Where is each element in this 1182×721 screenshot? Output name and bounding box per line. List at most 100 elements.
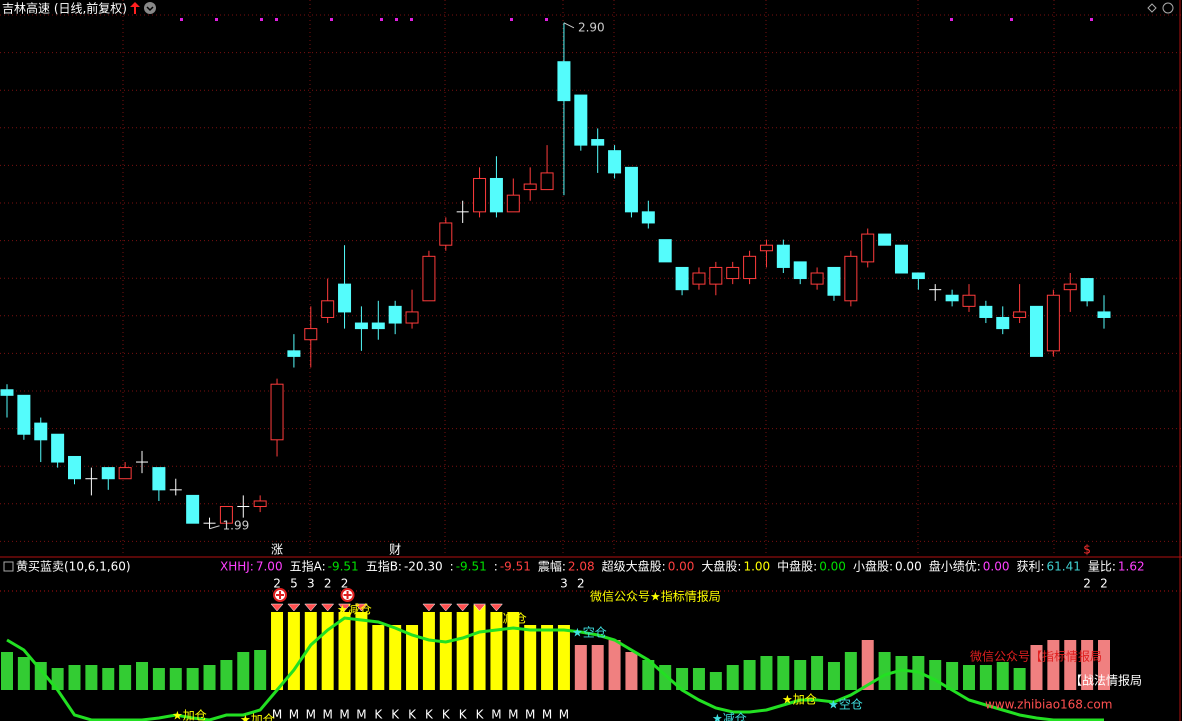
candle-body — [574, 94, 588, 146]
readout-value: 0.00 — [668, 560, 695, 574]
diamond-icon — [439, 603, 453, 612]
indicator-bar — [743, 660, 756, 690]
candle-body — [894, 244, 908, 274]
signal-dot — [380, 18, 383, 21]
indicator-bar — [389, 625, 402, 690]
indicator-bar — [136, 662, 149, 690]
indicator-bar — [1, 652, 13, 690]
diamond-icon — [287, 603, 301, 612]
readout-label: 大盘股: — [701, 559, 741, 574]
bottom-mark: K — [442, 708, 451, 721]
indicator-bar — [574, 645, 587, 690]
indicator-bar — [726, 665, 739, 690]
candle-body — [675, 266, 689, 291]
candle-body — [304, 328, 318, 341]
indicator-bar — [287, 612, 300, 690]
candle-body — [726, 266, 740, 280]
signal-dot — [180, 18, 183, 21]
menu-icon — [144, 2, 156, 14]
candle-body — [624, 166, 638, 213]
readout-value: 0.00 — [895, 560, 922, 574]
annotation: ★加仓 — [172, 709, 207, 721]
signal-count: 3 — [560, 577, 568, 591]
indicator-bar — [186, 668, 199, 690]
readout-label: 中盘股: — [777, 559, 817, 574]
indicator-bar — [811, 656, 824, 690]
candle-body — [641, 211, 655, 224]
candle-body — [945, 294, 959, 302]
event-marker: 财 — [389, 543, 401, 557]
candle-body — [287, 350, 301, 357]
candle-body — [658, 239, 672, 263]
indicator-bar — [119, 665, 132, 690]
indicator-bar — [794, 660, 807, 690]
candle-body — [17, 394, 31, 435]
candle-body — [34, 422, 48, 441]
candle-body — [540, 172, 554, 191]
annotation: ★减仓 — [492, 612, 527, 626]
signal-count: 5 — [290, 577, 298, 591]
signal-dot — [950, 18, 953, 21]
signal-dot — [215, 18, 218, 21]
trend-line — [6, 616, 1104, 721]
indicator-bar — [625, 652, 638, 690]
indicator-bar — [220, 660, 233, 690]
readout-value: 2.08 — [568, 560, 595, 574]
min-label: 1.99 — [223, 518, 250, 532]
candle-body — [996, 316, 1010, 330]
candle-body — [118, 467, 132, 480]
candle-body — [101, 467, 115, 480]
signal-count: 2 — [1100, 577, 1108, 591]
candle-body — [759, 244, 773, 252]
candle-body — [439, 222, 453, 246]
readout-value: -9.51 — [500, 560, 531, 574]
indicator-bar — [777, 656, 790, 690]
diamond-icon — [304, 603, 318, 612]
indicator-bar — [456, 612, 469, 690]
indicator-bar — [760, 656, 773, 690]
candle-body — [1097, 311, 1111, 318]
event-marker: 涨 — [271, 542, 283, 557]
annotation: 微信公众号★指标情报局 — [590, 589, 721, 604]
indicator-bar — [203, 665, 216, 690]
signal-dot — [410, 18, 413, 21]
annotation: ★加仓 — [782, 693, 817, 707]
candle-body — [844, 255, 858, 302]
indicator-bar — [422, 612, 435, 690]
bottom-mark: K — [374, 708, 383, 721]
indicator-bar — [946, 662, 959, 690]
indicator-bar — [692, 668, 705, 690]
candle-body — [253, 500, 267, 508]
bottom-mark: M — [525, 708, 535, 721]
indicator-bar — [878, 652, 891, 690]
indicator-bar — [304, 612, 317, 690]
event-marker: $ — [1083, 543, 1091, 557]
bottom-mark: K — [408, 708, 417, 721]
watermark: www.zhibiao168.com — [985, 698, 1112, 712]
diamond-icon — [473, 603, 487, 612]
bottom-mark: M — [289, 708, 299, 721]
diamond-icon — [321, 603, 335, 612]
candle-body — [776, 244, 790, 268]
bottom-mark: M — [272, 708, 282, 721]
candle-body — [709, 266, 723, 285]
candle-body — [152, 467, 166, 491]
diamond-icon — [1147, 3, 1157, 13]
up-arrow-icon — [130, 2, 140, 14]
indicator-bar — [237, 652, 250, 690]
candle-body — [186, 494, 200, 524]
candle-body — [1046, 294, 1060, 352]
indicator-title: 黄买蓝卖(10,6,1,60) — [16, 560, 131, 574]
readout-label: 获利: — [1016, 560, 1044, 574]
readout-label: 量比: — [1088, 560, 1116, 574]
candle-body — [962, 294, 976, 307]
indicator-bar — [1013, 668, 1026, 690]
indicator-bar — [17, 657, 30, 690]
readout-label: 震幅: — [538, 559, 566, 574]
plus-sign — [343, 591, 352, 599]
candle-body — [405, 311, 419, 324]
annotation: ★空仓 — [828, 698, 863, 712]
candle-body — [473, 177, 487, 213]
indicator-bar — [962, 665, 975, 690]
